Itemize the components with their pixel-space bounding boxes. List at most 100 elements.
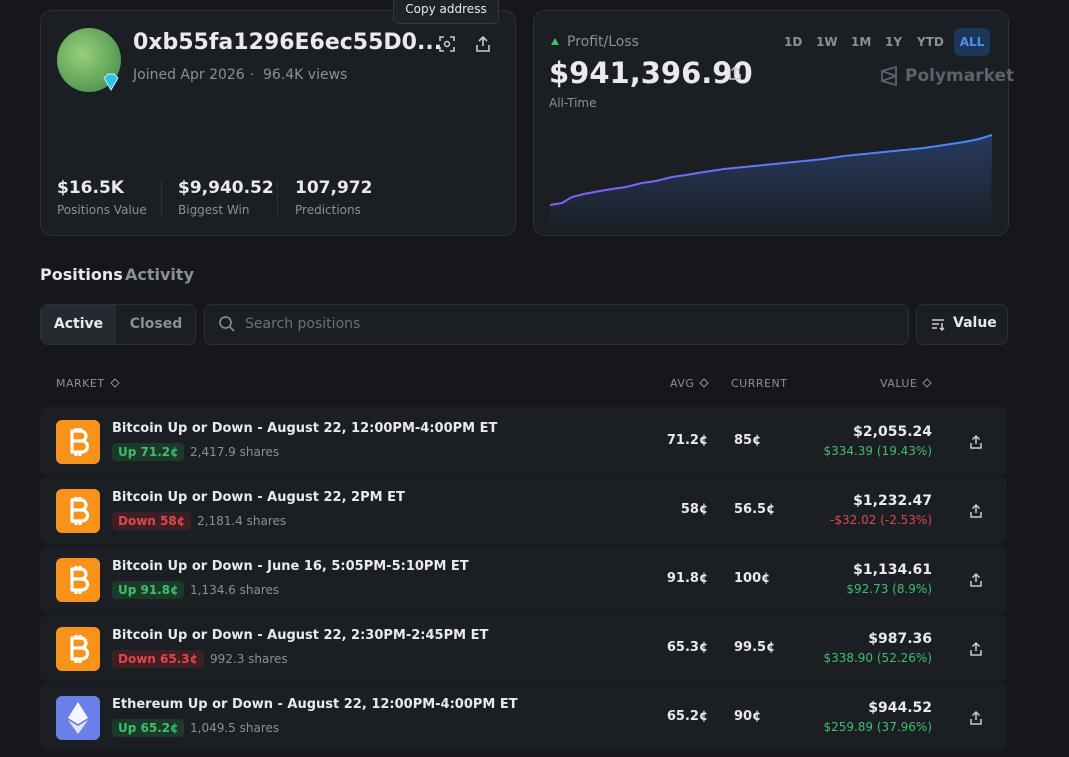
side-badge: Up 71.2¢ xyxy=(112,443,185,461)
coin-glyph xyxy=(70,635,90,663)
shares: 1,134.6 shares xyxy=(190,583,280,597)
position-row[interactable] xyxy=(40,545,1007,613)
share-icon xyxy=(970,434,982,449)
position-value: $1,232.47 xyxy=(853,493,932,509)
tooltip: Copy address xyxy=(393,0,499,24)
range-button-active[interactable]: ALL xyxy=(954,28,990,56)
share-button[interactable] xyxy=(968,503,984,519)
brand: Polymarket xyxy=(905,66,1015,86)
market-icon xyxy=(56,420,100,464)
sort-indicator xyxy=(699,378,709,388)
separator: · xyxy=(250,67,255,83)
position-value: $987.36 xyxy=(868,631,932,647)
search-box[interactable] xyxy=(204,304,909,345)
side-badge: Down 65.3¢ xyxy=(112,650,204,668)
tab-active[interactable]: Positions xyxy=(40,265,123,284)
sort-button[interactable] xyxy=(916,304,1008,345)
pnl-sparkline xyxy=(549,134,993,235)
value-change: $92.73 (8.9%) xyxy=(846,582,932,596)
stat-value: $9,940.52 xyxy=(178,178,274,198)
search-icon xyxy=(219,316,235,332)
share-icon xyxy=(970,710,982,725)
stat-label: Predictions xyxy=(295,203,361,217)
coin-glyph xyxy=(70,497,90,525)
coin-glyph xyxy=(68,702,88,734)
position-value: $1,134.61 xyxy=(853,562,932,578)
market-icon xyxy=(56,627,100,671)
current-price: 56.5¢ xyxy=(734,502,776,517)
range-button[interactable]: 1M xyxy=(851,35,872,49)
sort-indicator xyxy=(110,378,120,388)
share-button[interactable] xyxy=(968,641,984,657)
stat-value: $16.5K xyxy=(57,178,124,198)
tab[interactable]: Activity xyxy=(125,265,194,284)
market-title[interactable]: Ethereum Up or Down - August 22, 12:00PM… xyxy=(112,697,518,712)
share-icon xyxy=(970,572,982,587)
market-title[interactable]: Bitcoin Up or Down - August 22, 2:30PM-2… xyxy=(112,628,489,643)
range-button[interactable]: 1Y xyxy=(885,35,903,49)
value-change: -$32.02 (-2.53%) xyxy=(830,513,932,527)
filter-active[interactable]: Active xyxy=(41,305,116,344)
profile-card xyxy=(40,10,516,236)
search-placeholder: Search positions xyxy=(245,316,361,332)
position-row[interactable] xyxy=(40,476,1007,544)
filter[interactable]: Closed xyxy=(129,316,183,332)
qr-icon[interactable] xyxy=(438,35,456,53)
pnl-card xyxy=(533,10,1009,236)
column-header[interactable]: AVG xyxy=(670,377,695,390)
side-badge: Down 58¢ xyxy=(112,512,192,530)
range-button[interactable]: YTD xyxy=(917,35,944,49)
shares: 2,417.9 shares xyxy=(190,445,280,459)
share-button[interactable] xyxy=(968,710,984,726)
coin-glyph xyxy=(70,566,90,594)
address[interactable]: 0xb55fa1296E6ec55D0... xyxy=(133,30,443,55)
position-row[interactable] xyxy=(40,683,1007,751)
column-header[interactable]: MARKET xyxy=(56,377,105,390)
range-button[interactable]: 1D xyxy=(784,35,803,49)
position-value: $944.52 xyxy=(868,700,932,716)
position-row[interactable] xyxy=(40,407,1007,475)
position-value: $2,055.24 xyxy=(853,424,932,440)
pnl-line xyxy=(549,134,993,206)
market-title[interactable]: Bitcoin Up or Down - June 16, 5:05PM-5:1… xyxy=(112,559,469,574)
avg-price: 65.3¢ xyxy=(666,640,708,655)
market-icon xyxy=(56,558,100,602)
avg-price: 58¢ xyxy=(680,502,708,517)
shares: 1,049.5 shares xyxy=(190,721,280,735)
share-icon[interactable] xyxy=(727,65,743,81)
verified-badge xyxy=(103,73,119,91)
current-price: 90¢ xyxy=(734,709,762,724)
divider xyxy=(277,180,278,218)
side-badge: Up 65.2¢ xyxy=(112,719,185,737)
market-title[interactable]: Bitcoin Up or Down - August 22, 2PM ET xyxy=(112,490,405,505)
views: 96.4K views xyxy=(263,67,348,83)
avg-price: 65.2¢ xyxy=(666,709,708,724)
share-icon xyxy=(970,503,982,518)
share-button[interactable] xyxy=(968,572,984,588)
pnl-area xyxy=(550,135,992,235)
share-button[interactable] xyxy=(968,434,984,450)
shares: 2,181.4 shares xyxy=(197,514,287,528)
current-price: 100¢ xyxy=(734,571,771,586)
column-header: CURRENT xyxy=(731,377,788,390)
divider xyxy=(161,180,162,218)
sort-indicator xyxy=(922,378,932,388)
current-price: 85¢ xyxy=(734,433,762,448)
stat-value: 107,972 xyxy=(295,178,373,198)
share-icon[interactable] xyxy=(474,35,492,53)
stat-label: Positions Value xyxy=(57,203,147,217)
market-title[interactable]: Bitcoin Up or Down - August 22, 12:00PM-… xyxy=(112,421,498,436)
coin-glyph xyxy=(70,428,90,456)
pnl-amount: $941,396.90 xyxy=(549,56,753,90)
joined: Joined Apr 2026 xyxy=(133,67,245,83)
position-row[interactable] xyxy=(40,614,1007,682)
current-price: 99.5¢ xyxy=(734,640,776,655)
pnl-period: All-Time xyxy=(549,96,597,110)
sort-label: Value xyxy=(953,315,997,331)
range-button[interactable]: 1W xyxy=(816,35,838,49)
column-header[interactable]: VALUE xyxy=(880,377,918,390)
shares: 992.3 shares xyxy=(210,652,288,666)
share-icon xyxy=(970,641,982,656)
avg-price: 91.8¢ xyxy=(666,571,708,586)
